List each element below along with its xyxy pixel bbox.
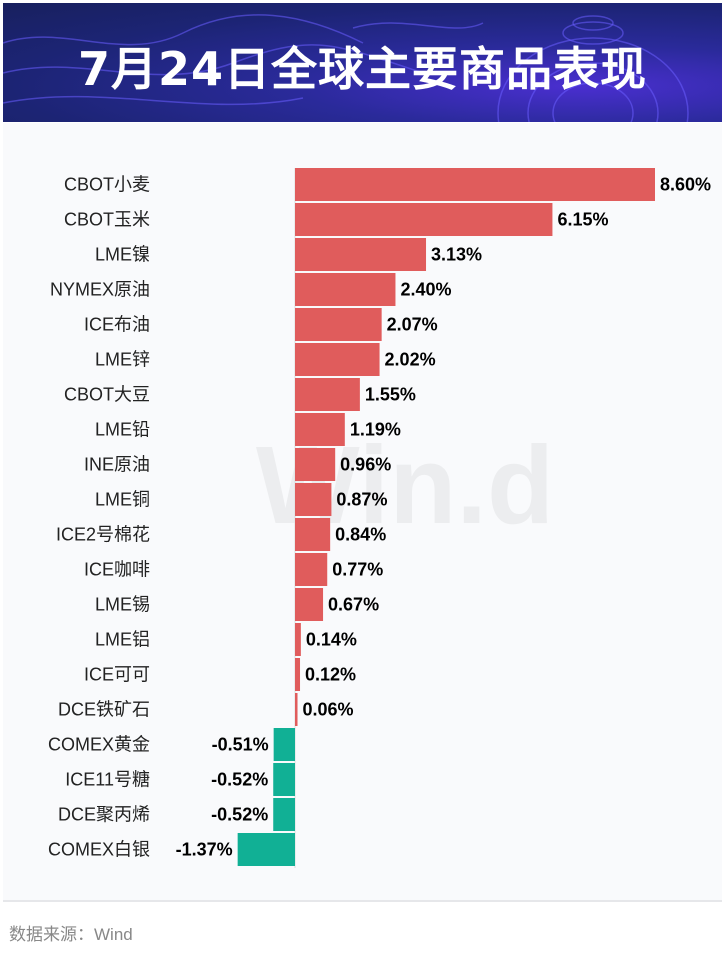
category-label: COMEX黄金 (48, 735, 150, 755)
data-label: 8.60% (660, 175, 711, 195)
category-label: LME锌 (95, 350, 150, 370)
bar (295, 553, 328, 586)
data-label: 1.19% (350, 420, 401, 440)
bar (295, 518, 331, 551)
category-label: LME铜 (95, 490, 150, 510)
category-label: CBOT玉米 (64, 210, 150, 230)
data-label: 2.40% (400, 280, 451, 300)
category-label: NYMEX原油 (50, 280, 150, 300)
category-label: ICE咖啡 (84, 560, 150, 580)
bar (295, 658, 301, 691)
data-label: 3.13% (431, 245, 482, 265)
category-label: LME铅 (95, 420, 150, 440)
bar (295, 168, 655, 201)
category-label: LME锡 (95, 595, 150, 615)
data-label: 6.15% (557, 210, 608, 230)
data-label: 0.06% (303, 700, 354, 720)
category-label: LME铝 (95, 630, 150, 650)
bar (237, 833, 295, 866)
bar (295, 238, 427, 271)
data-label: 2.07% (387, 315, 438, 335)
data-label: 0.67% (328, 595, 379, 615)
category-label: ICE布油 (84, 315, 150, 335)
data-label: 2.02% (385, 350, 436, 370)
category-label: COMEX白银 (48, 840, 150, 860)
bar (295, 343, 380, 376)
data-label: 0.84% (335, 525, 386, 545)
category-label: DCE铁矿石 (58, 700, 150, 720)
data-label: -0.51% (212, 735, 269, 755)
bar (295, 308, 382, 341)
bar (295, 413, 345, 446)
data-label: -0.52% (211, 770, 268, 790)
bar (273, 763, 295, 796)
category-label: DCE聚丙烯 (58, 805, 150, 825)
bar-chart: Win.d CBOT小麦 8.60%CBOT玉米 6.15%LME镍 3.13%NYM… (48, 168, 711, 868)
bar (295, 203, 553, 236)
bar (295, 483, 332, 516)
page-title: 7月24日全球主要商品表现 (77, 42, 648, 96)
data-label: 0.14% (306, 630, 357, 650)
bar (295, 448, 336, 481)
data-label: 0.77% (332, 560, 383, 580)
category-label: INE原油 (84, 455, 150, 475)
data-label: -1.37% (176, 840, 233, 860)
data-source: 数据来源：Wind (9, 925, 133, 944)
bar (273, 798, 295, 831)
data-label: 0.12% (305, 665, 356, 685)
header-banner: 7月24日全球主要商品表现 (3, 3, 722, 122)
category-label: CBOT大豆 (64, 385, 150, 405)
bar (295, 273, 396, 306)
bar (273, 728, 295, 761)
bar (295, 588, 324, 621)
category-label: ICE可可 (84, 665, 150, 685)
data-label: 1.55% (365, 385, 416, 405)
category-label: ICE2号棉花 (56, 525, 150, 545)
category-label: LME镍 (95, 245, 150, 265)
bar (295, 693, 298, 726)
category-label: CBOT小麦 (64, 175, 150, 195)
data-label: -0.52% (211, 805, 268, 825)
data-label: 0.96% (340, 455, 391, 475)
bar (295, 378, 360, 411)
data-label: 0.87% (336, 490, 387, 510)
contour-lines-decoration (3, 14, 689, 122)
category-label: ICE11号糖 (65, 770, 150, 790)
bar (295, 623, 301, 656)
